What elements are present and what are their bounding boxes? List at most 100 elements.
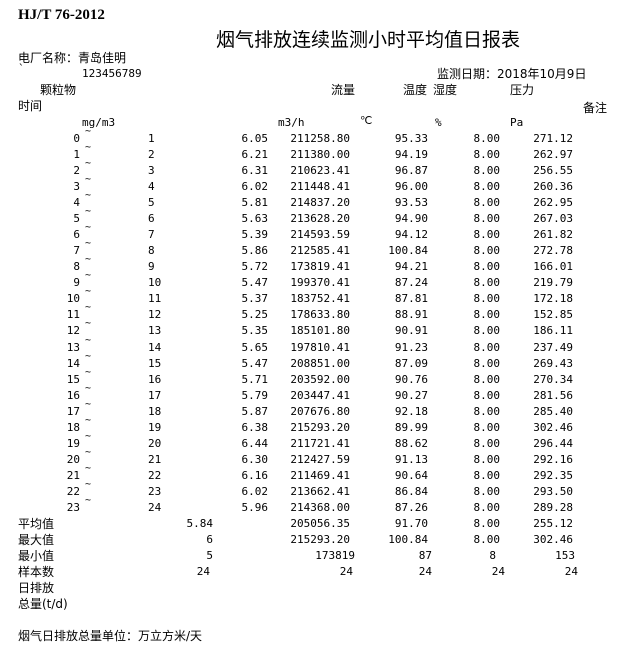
pressure-value: 289.28 xyxy=(533,500,573,514)
flow-value: 211380.00 xyxy=(290,148,350,162)
tilde-separator: ~ xyxy=(85,158,92,170)
dust-value: 5.81 xyxy=(241,196,269,210)
temp-value: 94.21 xyxy=(394,260,428,274)
temp-value: 87.81 xyxy=(394,292,428,306)
dust-value: 5.71 xyxy=(241,372,269,386)
dust-value: 5.37 xyxy=(241,292,269,306)
start-hour: 17 xyxy=(66,404,80,418)
unit-dust: mg/m3 xyxy=(82,116,116,129)
pressure-value: 219.79 xyxy=(533,276,573,290)
footer-unit-note: 烟气日排放总量单位：万立方米/天 xyxy=(18,629,203,643)
flow-value: 203447.41 xyxy=(290,388,350,402)
flow-value: 208851.00 xyxy=(290,356,350,370)
col-humidity: 湿度 xyxy=(433,83,458,97)
humidity-value: 8.00 xyxy=(473,276,501,290)
flow-value: 173819.41 xyxy=(290,260,350,274)
end-hour: 13 xyxy=(148,324,162,338)
flow-value: 211258.80 xyxy=(290,132,350,145)
humidity-value: 8.00 xyxy=(473,388,501,402)
humidity-value: 8.00 xyxy=(473,356,501,370)
summary-value: 173819 xyxy=(315,549,355,562)
humidity-value: 8.00 xyxy=(473,260,501,274)
dust-value: 5.86 xyxy=(241,244,269,258)
end-hour: 8 xyxy=(148,244,155,258)
humidity-value: 8.00 xyxy=(473,132,501,145)
report-title: 烟气排放连续监测小时平均值日报表 xyxy=(216,29,521,51)
summary-value: 24 xyxy=(196,565,210,578)
dust-value: 6.21 xyxy=(241,148,269,162)
end-hour: 22 xyxy=(148,468,162,482)
end-hour: 3 xyxy=(148,164,155,178)
summary-value: 24 xyxy=(339,565,353,578)
pressure-value: 237.49 xyxy=(533,340,573,354)
start-hour: 23 xyxy=(66,500,80,514)
start-hour: 18 xyxy=(66,420,80,434)
temp-value: 88.62 xyxy=(394,436,428,450)
start-hour: 11 xyxy=(66,308,80,322)
start-hour: 3 xyxy=(73,180,80,194)
end-hour: 19 xyxy=(148,420,162,434)
end-hour: 14 xyxy=(148,340,162,354)
unit-flow: m3/h xyxy=(278,116,305,129)
start-hour: 7 xyxy=(73,244,80,258)
humidity-value: 8.00 xyxy=(473,420,501,434)
start-hour: 13 xyxy=(66,340,80,354)
summary-value: 5 xyxy=(206,549,213,562)
dust-value: 6.44 xyxy=(241,436,269,450)
end-hour: 15 xyxy=(148,356,162,370)
flow-value: 199370.41 xyxy=(290,276,350,290)
end-hour: 1 xyxy=(148,132,155,145)
dust-value: 5.96 xyxy=(241,500,269,514)
dust-value: 6.38 xyxy=(241,420,269,434)
tilde-separator: ~ xyxy=(85,462,92,474)
end-hour: 18 xyxy=(148,404,162,418)
dust-value: 6.02 xyxy=(241,180,269,194)
dust-value: 6.31 xyxy=(241,164,269,178)
summary-value: 24 xyxy=(418,565,432,578)
dust-value: 6.16 xyxy=(241,468,269,482)
dust-value: 5.47 xyxy=(241,276,269,290)
start-hour: 4 xyxy=(73,196,80,210)
summary-label: 最小值 xyxy=(18,549,55,563)
dust-value: 5.79 xyxy=(241,388,269,402)
temp-value: 96.00 xyxy=(394,180,428,194)
pressure-value: 269.43 xyxy=(533,356,573,370)
start-hour: 14 xyxy=(66,356,80,370)
tilde-separator: ~ xyxy=(85,430,92,442)
humidity-value: 8.00 xyxy=(473,404,501,418)
start-hour: 0 xyxy=(73,132,80,145)
tilde-separator: ~ xyxy=(85,334,92,346)
flow-value: 185101.80 xyxy=(290,324,350,338)
summary-value: 8.00 xyxy=(473,517,501,530)
pressure-value: 256.55 xyxy=(533,164,573,178)
pressure-value: 292.16 xyxy=(533,452,573,466)
start-hour: 21 xyxy=(66,468,80,482)
summary-label: 最大值 xyxy=(18,533,55,547)
summary-value: 24 xyxy=(564,565,578,578)
end-hour: 16 xyxy=(148,372,162,386)
end-hour: 7 xyxy=(148,228,155,242)
tilde-separator: ~ xyxy=(85,222,92,234)
flow-value: 213628.20 xyxy=(290,212,350,226)
end-hour: 21 xyxy=(148,452,162,466)
dust-value: 5.72 xyxy=(241,260,269,274)
tilde-separator: ~ xyxy=(85,398,92,410)
summary-value: 8 xyxy=(489,549,496,562)
flow-value: 215293.20 xyxy=(290,420,350,434)
temp-value: 94.19 xyxy=(394,148,428,162)
total-label: 总量(t/d) xyxy=(18,597,68,611)
flow-value: 211721.41 xyxy=(290,436,350,450)
dust-value: 5.47 xyxy=(241,356,269,370)
summary-value: 215293.20 xyxy=(290,533,350,546)
temp-value: 91.23 xyxy=(394,340,428,354)
end-hour: 23 xyxy=(148,484,162,498)
pressure-value: 267.03 xyxy=(533,212,573,226)
tilde-separator: ~ xyxy=(85,382,92,394)
flow-value: 214593.59 xyxy=(290,228,350,242)
daily-emission-label: 日排放 xyxy=(18,581,55,595)
pressure-value: 262.95 xyxy=(533,196,573,210)
col-time: 时间 xyxy=(18,99,43,113)
end-hour: 12 xyxy=(148,308,162,322)
temp-value: 86.84 xyxy=(394,484,428,498)
flow-value: 214837.20 xyxy=(290,196,350,210)
